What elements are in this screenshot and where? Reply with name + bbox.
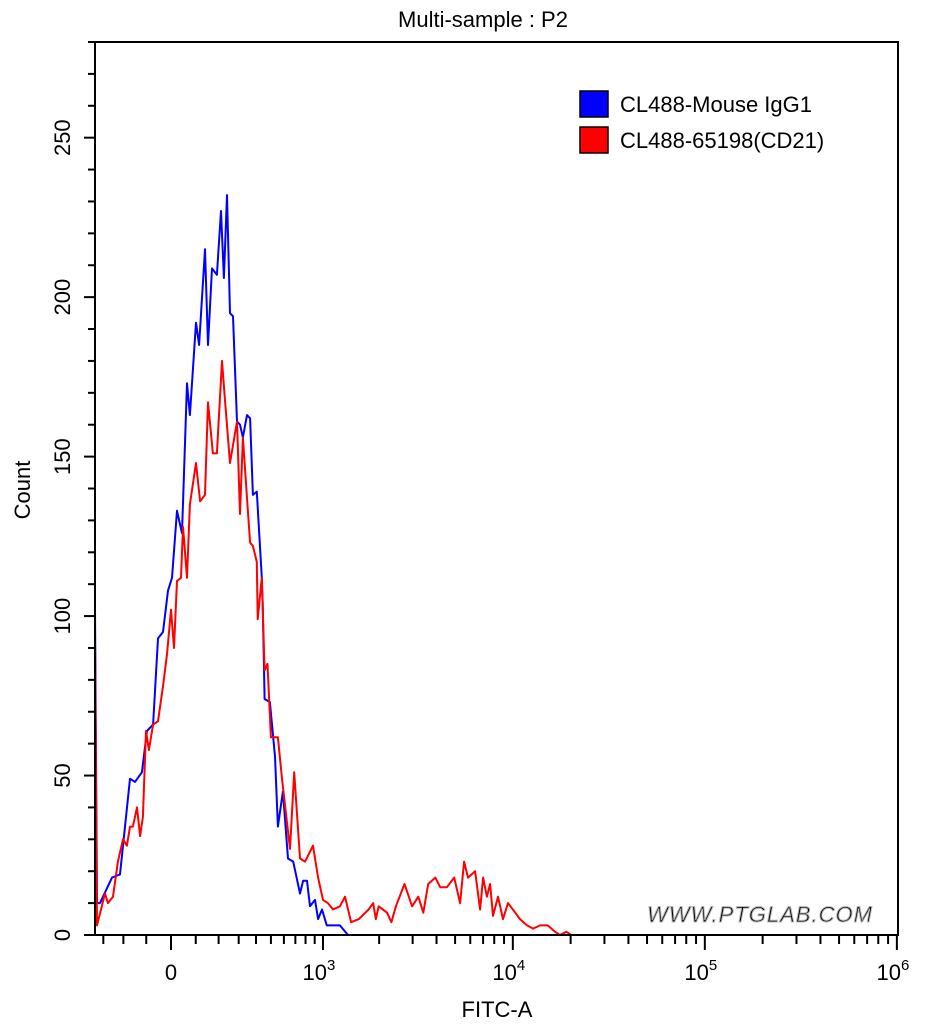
x-tick-label: 0: [165, 960, 177, 985]
legend-swatch: [579, 90, 609, 118]
x-tick-label: 103: [303, 957, 336, 985]
y-tick-label: 150: [50, 438, 75, 475]
y-tick-label: 50: [50, 763, 75, 787]
legend-swatch: [579, 126, 609, 154]
x-tick-exponent: 4: [517, 957, 525, 974]
y-tick-label: 0: [50, 929, 75, 941]
series-line-2: [94, 359, 572, 936]
x-tick-label: 106: [876, 957, 909, 985]
x-tick-label: 104: [492, 957, 525, 985]
y-tick-label: 100: [50, 598, 75, 635]
legend: CL488-Mouse IgG1 CL488-65198(CD21): [579, 90, 824, 154]
x-axis-label: FITC-A: [462, 997, 533, 1022]
x-tick-exponent: 5: [709, 957, 717, 974]
chart-title: Multi-sample : P2: [398, 7, 568, 32]
y-axis-label: Count: [10, 461, 35, 520]
y-tick-label: 200: [50, 279, 75, 316]
legend-label: CL488-Mouse IgG1: [620, 92, 812, 117]
legend-label: CL488-65198(CD21): [620, 128, 824, 153]
x-tick-base: 10: [876, 960, 900, 985]
x-tick-base: 0: [165, 960, 177, 985]
x-tick-exponent: 6: [901, 957, 909, 974]
watermark: WWW.PTGLAB.COM: [647, 902, 873, 927]
x-tick-base: 10: [492, 960, 516, 985]
x-tick-label: 105: [684, 957, 717, 985]
plot-frame: [94, 41, 899, 936]
x-tick-exponent: 3: [327, 957, 335, 974]
y-tick-label: 250: [50, 119, 75, 156]
x-tick-base: 10: [684, 960, 708, 985]
x-tick-base: 10: [303, 960, 327, 985]
